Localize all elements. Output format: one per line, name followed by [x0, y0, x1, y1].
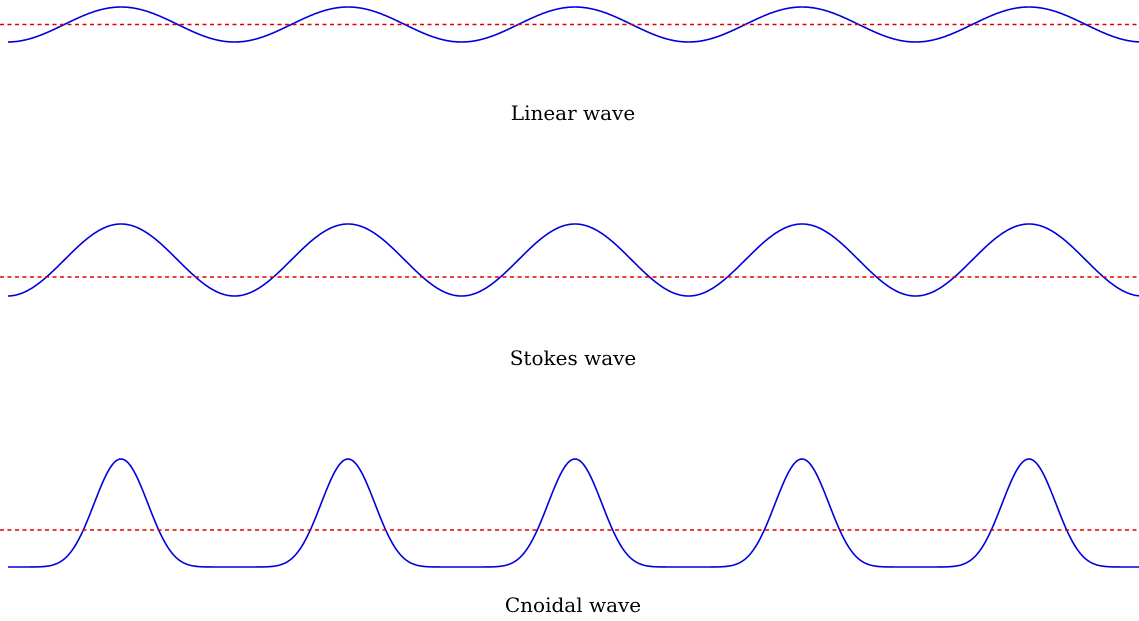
linear-wave-profile [7, 6, 1139, 43]
cnoidal-wave-caption: Cnoidal wave [505, 593, 641, 617]
cnoidal-wave-profile [8, 458, 1139, 568]
stokes-wave-profile [7, 223, 1139, 297]
stokes-wave-panel: Stokes wave [0, 223, 1139, 370]
stokes-wave-caption: Stokes wave [510, 346, 637, 370]
linear-wave-panel: Linear wave [0, 6, 1139, 125]
cnoidal-wave-panel: Cnoidal wave [0, 458, 1139, 617]
linear-wave-caption: Linear wave [511, 101, 635, 125]
